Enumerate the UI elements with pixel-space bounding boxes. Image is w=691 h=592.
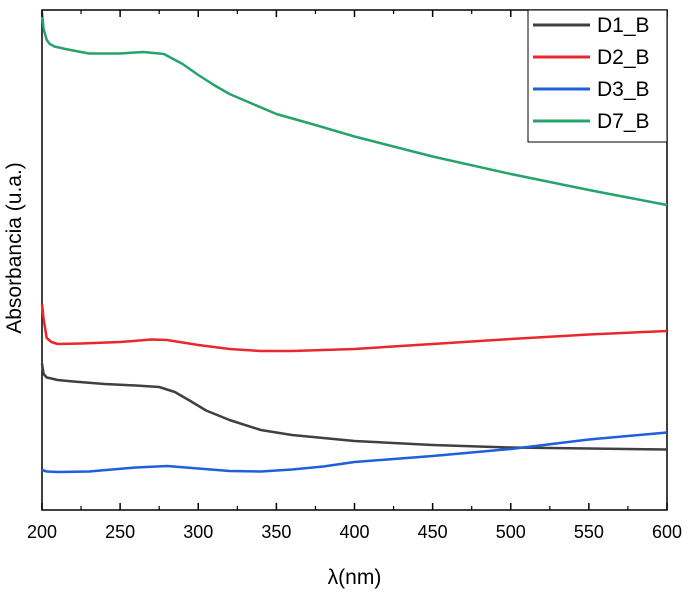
legend-label: D2_B <box>597 46 650 69</box>
legend-label: D1_B <box>597 14 650 37</box>
legend-label: D3_B <box>597 78 650 101</box>
series-line-d1-b <box>40 363 668 451</box>
x-tick-label: 450 <box>418 522 448 542</box>
series-line-d3-b <box>41 431 668 474</box>
legend: D1_B D2_B D3_B D7_B <box>527 9 668 143</box>
series-line-d7-b <box>40 12 668 207</box>
x-tick-label: 550 <box>574 522 604 542</box>
series-layer <box>40 12 668 474</box>
series-line-d2-b <box>40 303 668 353</box>
x-tick-label: 200 <box>27 522 57 542</box>
y-axis-title: Absorbancia (u.a.) <box>3 162 26 334</box>
x-tick-label: 400 <box>339 522 369 542</box>
x-tick-label: 350 <box>261 522 291 542</box>
x-tick-label: 300 <box>183 522 213 542</box>
legend-label: D7_B <box>597 110 650 133</box>
x-tick-label: 500 <box>496 522 526 542</box>
x-tick-label: 600 <box>652 522 682 542</box>
x-axis-title: λ(nm) <box>328 566 382 589</box>
x-axis-ticks: 200 250 300 350 400 450 500 550 600 <box>27 10 682 542</box>
x-tick-label: 250 <box>105 522 135 542</box>
